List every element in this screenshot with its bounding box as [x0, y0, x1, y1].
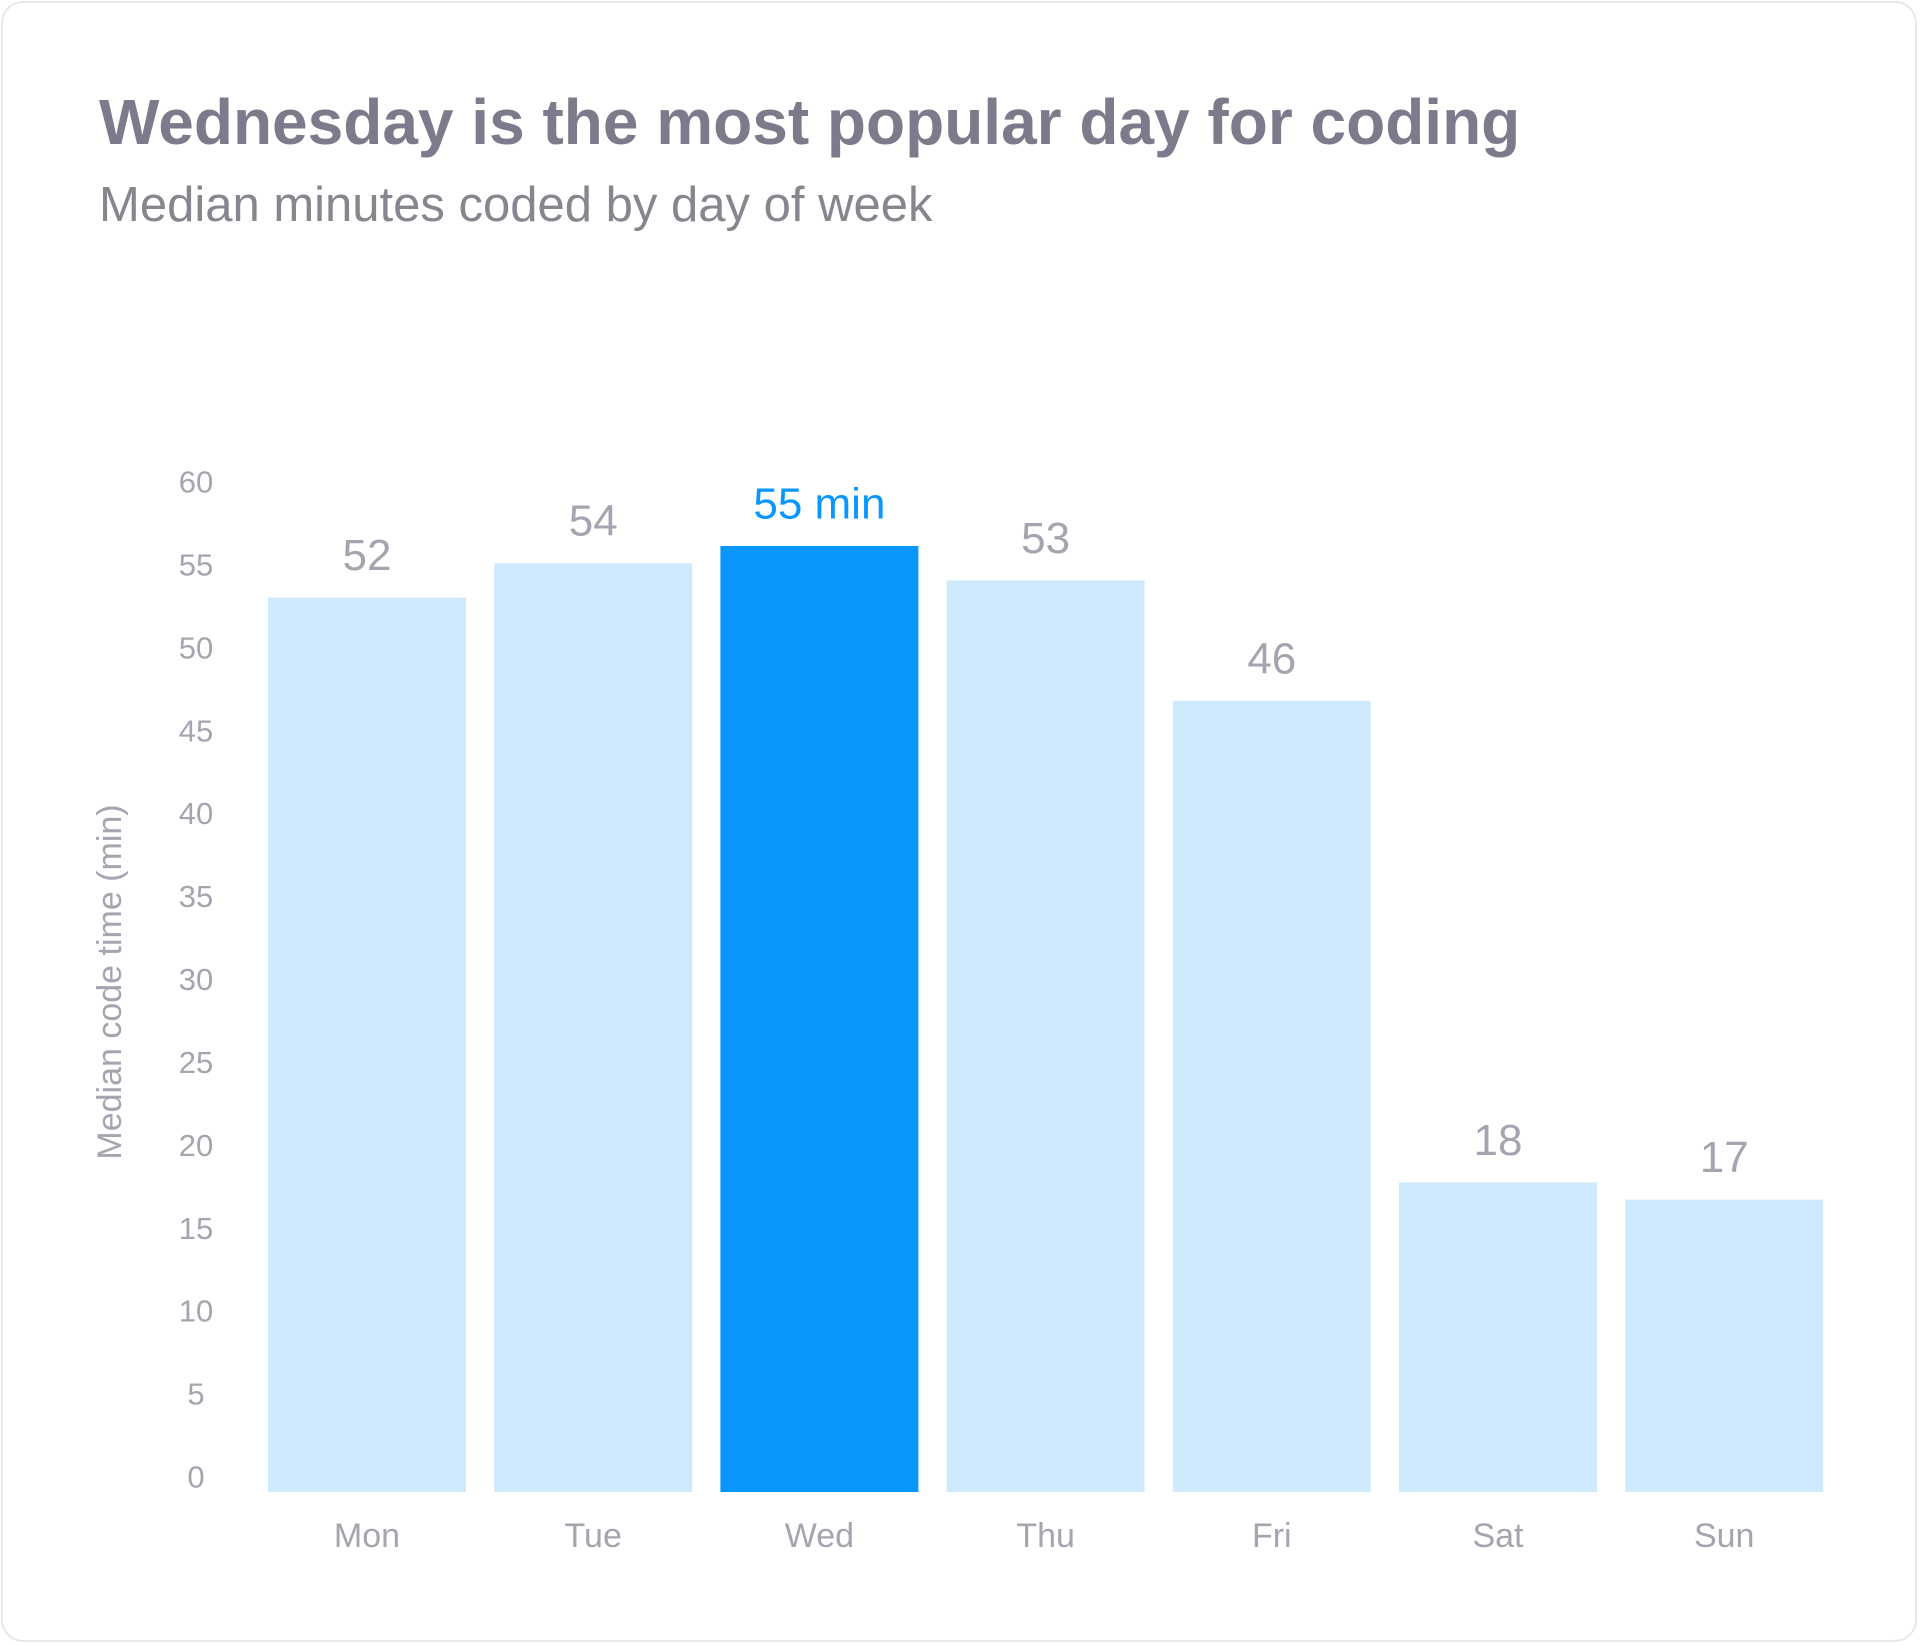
x-tick-label: Wed [785, 1517, 854, 1555]
data-label-sat: 18 [1474, 1116, 1523, 1165]
y-tick-label: 0 [187, 1460, 204, 1495]
bar-thu [946, 580, 1145, 1492]
x-tick-label: Sun [1694, 1517, 1755, 1555]
y-tick-label: 40 [179, 796, 213, 831]
bar-sat [1399, 1182, 1597, 1492]
bar-tue [494, 563, 693, 1492]
bar-wed [720, 546, 919, 1492]
chart-title: Wednesday is the most popular day for co… [99, 86, 1521, 158]
y-tick-label: 35 [179, 879, 213, 914]
x-tick-label: Fri [1252, 1517, 1292, 1555]
chart-subtitle: Median minutes coded by day of week [99, 178, 933, 232]
x-tick-label: Tue [565, 1517, 622, 1555]
x-tick-label: Thu [1016, 1517, 1075, 1555]
bar-fri [1172, 700, 1371, 1492]
x-tick-label: Sat [1472, 1517, 1524, 1555]
data-label-fri: 46 [1247, 634, 1296, 683]
x-tick-label: Mon [334, 1517, 400, 1555]
y-tick-label: 5 [187, 1377, 204, 1412]
y-tick-label: 25 [179, 1045, 213, 1080]
bar-mon [268, 597, 466, 1492]
y-tick-label: 45 [179, 713, 213, 748]
data-label-sun: 17 [1700, 1133, 1749, 1182]
y-tick-label: 30 [179, 962, 213, 997]
y-tick-label: 10 [179, 1294, 213, 1329]
y-tick-label: 60 [179, 465, 213, 500]
data-label-thu: 53 [1021, 514, 1070, 563]
y-tick-label: 55 [179, 547, 213, 582]
y-tick-label: 15 [179, 1211, 213, 1246]
data-label-mon: 52 [343, 531, 392, 580]
data-label-tue: 54 [569, 497, 618, 546]
y-tick-label: 20 [179, 1128, 213, 1163]
bar-sun [1625, 1199, 1824, 1492]
y-axis-label: Median code time (min) [91, 804, 129, 1159]
data-label-wed: 55 min [753, 480, 885, 529]
y-tick-label: 50 [179, 630, 213, 665]
